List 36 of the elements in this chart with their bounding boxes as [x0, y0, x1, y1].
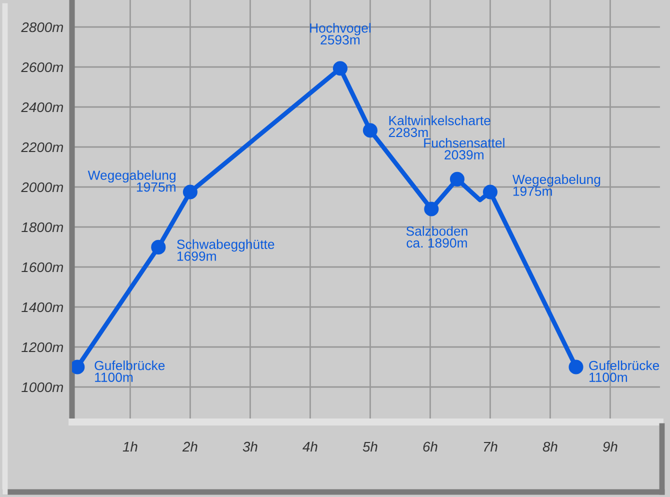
- y-tick-label: 1600m: [22, 262, 64, 272]
- annotation: Gufelbrücke 1100m: [94, 360, 165, 382]
- y-tick-label: 1800m: [22, 222, 64, 232]
- x-tick-label: 7h: [484, 441, 498, 452]
- y-tick-label: 2600m: [21, 62, 64, 72]
- y-tick-label: 1400m: [22, 302, 64, 312]
- x-tick-label: 2h: [182, 441, 198, 452]
- point: [362, 123, 378, 138]
- point: [151, 240, 166, 254]
- point: [332, 61, 348, 76]
- x-tick-label: 9h: [602, 441, 618, 452]
- annotation: Schwabegghütte 1699m: [177, 239, 274, 261]
- annotation: Hochvogel 2593m: [310, 23, 370, 45]
- x-tick-label: 1h: [122, 441, 138, 452]
- y-tick-label: 1200m: [22, 342, 64, 352]
- annotation: Salzboden ca. 1890m: [406, 226, 468, 248]
- annotation: Fuchsensattel 2039m: [424, 138, 504, 160]
- point: [182, 184, 198, 200]
- annotation: Wegegabelung 1975m: [512, 174, 600, 196]
- point: [568, 360, 584, 374]
- y-tick-label: 2200m: [21, 142, 64, 152]
- y-tick-label: 1000m: [22, 382, 64, 392]
- x-tick-label: 3h: [242, 441, 258, 452]
- x-tick-label: 4h: [302, 441, 318, 452]
- point: [424, 202, 439, 216]
- point: [450, 172, 464, 186]
- x-tick-label: 5h: [362, 441, 378, 452]
- x-tick-label: 8h: [542, 441, 558, 452]
- y-tick-label: 2800m: [21, 22, 64, 32]
- annotation: Kaltwinkelscharte 2283m: [388, 116, 490, 138]
- annotation: Wegegabelung 1975m: [88, 170, 176, 192]
- point: [482, 184, 498, 200]
- y-tick-label: 2400m: [21, 102, 64, 112]
- x-tick-label: 6h: [423, 441, 438, 452]
- annotation: Gufelbrücke 1100m: [589, 360, 660, 382]
- y-tick-label: 2000m: [21, 182, 64, 192]
